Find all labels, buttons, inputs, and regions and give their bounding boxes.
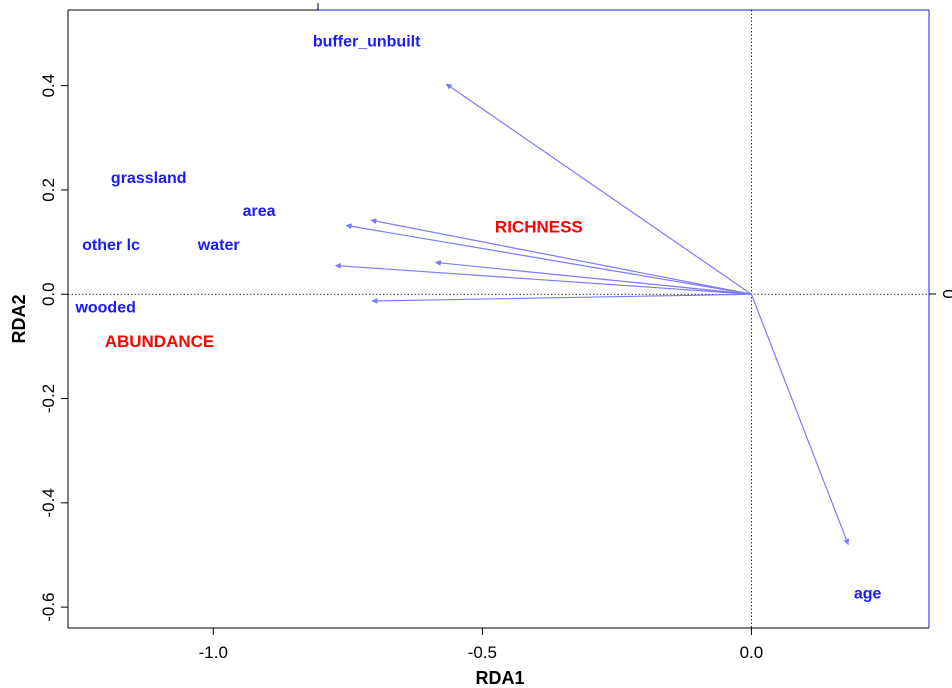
arrow-water <box>434 259 752 295</box>
y-axis-ticks: -0.6 -0.4 -0.2 0.0 0.2 0.4 <box>39 74 68 622</box>
arrow-area <box>345 223 752 295</box>
response-labels: RICHNESS ABUNDANCE <box>105 217 583 351</box>
arrow-buffer-unbuilt <box>445 83 752 295</box>
y-tick-label: 0.2 <box>39 178 58 202</box>
arrow-wooded <box>371 293 752 304</box>
y-axis-title: RDA2 <box>9 294 29 343</box>
arrow-grassland <box>370 218 752 295</box>
label-wooded: wooded <box>74 300 135 317</box>
y-tick-label: 0.4 <box>39 74 58 98</box>
label-buffer-unbuilt: buffer_unbuilt <box>313 34 421 51</box>
x-tick-label: -1.0 <box>199 643 228 662</box>
label-water: water <box>197 237 240 254</box>
x-axis-ticks: -1.0 -0.5 0.0 <box>199 628 764 662</box>
y-tick-label: 0.0 <box>39 282 58 306</box>
label-area: area <box>243 203 276 220</box>
explanatory-arrows <box>334 83 850 546</box>
x-tick-label: 0.0 <box>740 643 764 662</box>
y-tick-label: -0.4 <box>39 488 58 517</box>
arrow-other-lc <box>334 262 752 295</box>
label-age: age <box>854 585 882 602</box>
arrow-age <box>750 294 850 546</box>
right-axis-tick-label: 0 <box>939 289 952 298</box>
response-abundance: ABUNDANCE <box>105 332 215 351</box>
x-axis-title: RDA1 <box>475 668 524 688</box>
y-tick-label: -0.2 <box>39 384 58 413</box>
x-tick-label: -0.5 <box>468 643 497 662</box>
label-grassland: grassland <box>111 170 187 187</box>
label-other-lc: other lc <box>82 237 140 254</box>
response-richness: RICHNESS <box>495 217 583 236</box>
y-tick-label: -0.6 <box>39 592 58 621</box>
